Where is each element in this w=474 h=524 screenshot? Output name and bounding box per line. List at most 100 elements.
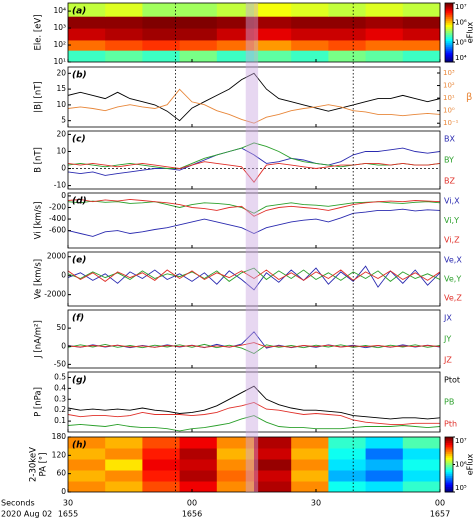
colorbar-step — [445, 3, 453, 6]
colorbar-frame — [444, 2, 454, 63]
plot-area — [68, 265, 440, 291]
heatmap-cell — [105, 16, 143, 29]
legend-entry: Ptot — [444, 376, 460, 385]
y-tick-label: 10³ — [53, 23, 66, 32]
heatmap-cell — [68, 16, 106, 29]
colorbar-step — [445, 482, 453, 486]
x-tick-label: 00 — [435, 499, 445, 508]
panel-frame — [67, 2, 441, 63]
legend-entry: BX — [444, 135, 455, 144]
heatmap-cell — [105, 50, 143, 62]
colorbar-step — [445, 490, 453, 493]
legend-entry: Pth — [444, 420, 457, 429]
colorbar-step — [445, 52, 453, 55]
plot-area — [68, 3, 440, 62]
colorbar-tick-label: 10⁷ — [455, 3, 467, 11]
series-line — [68, 72, 440, 122]
panel-label: (a) — [72, 7, 86, 17]
colorbar-step — [445, 453, 453, 456]
heatmap-cell — [142, 448, 181, 460]
heatmap-cell — [68, 437, 106, 449]
panel-frame — [67, 130, 441, 190]
heatmap-cell — [328, 459, 367, 471]
heatmap-cell — [291, 39, 329, 51]
heatmap-cell — [328, 39, 367, 51]
colorbar-step — [445, 14, 453, 18]
y-tick-label: 20 — [56, 129, 66, 138]
y-tick-label: -200 — [49, 202, 66, 211]
y-axis-label: Ele. [eV] — [34, 14, 44, 50]
heatmap-cell — [328, 481, 367, 492]
panel-label: (h) — [72, 441, 87, 451]
y-tick-label: -10 — [54, 181, 66, 190]
y-tick-label: 0.1 — [54, 416, 66, 425]
colorbar-step — [445, 58, 453, 61]
heatmap-cell — [142, 481, 181, 492]
series-line — [68, 208, 440, 237]
colorbar-step — [445, 475, 453, 478]
heatmap-cell — [216, 50, 255, 62]
series-line — [68, 415, 440, 432]
y-tick-label: -600 — [49, 226, 66, 235]
y-tick-label: 10⁴ — [53, 6, 66, 15]
colorbar-label: eFlux — [466, 21, 474, 43]
heatmap-cell — [365, 481, 404, 492]
heatmap-cell — [179, 459, 218, 471]
y-axis-label: J [nA/m²] — [34, 320, 44, 359]
y-axis-label: B [nT] — [34, 147, 44, 173]
heatmap-cell — [402, 470, 440, 482]
y-axis-label: |B| [nT] — [34, 81, 44, 112]
heatmap-cell — [68, 50, 106, 62]
colorbar-tick-label: 10⁵ — [455, 484, 467, 492]
heatmap-cell — [179, 50, 218, 62]
series-line — [68, 142, 440, 169]
y-tick-label: 60 — [56, 469, 66, 478]
heatmap-cell — [254, 481, 292, 492]
y-axis-label: P [nPa] — [34, 387, 44, 417]
colorbar-step — [445, 26, 453, 30]
heatmap-cell — [402, 448, 440, 460]
legend-entry: JX — [443, 314, 452, 323]
x-axis-label: Seconds — [1, 499, 35, 508]
y-axis-label: 2-30keV — [29, 447, 39, 482]
panel-label: (d) — [72, 197, 87, 207]
plot-area — [68, 198, 440, 237]
heatmap-cell — [365, 437, 404, 449]
y2-tick-label: 10⁰ — [443, 107, 455, 115]
x-tick-sublabel: 1656 — [182, 510, 202, 519]
legend-entry: PB — [444, 398, 454, 407]
y-tick-label: 0.2 — [54, 405, 66, 414]
heatmap-cell — [328, 3, 367, 17]
y2-tick-label: 10⁻¹ — [443, 119, 459, 127]
heatmap-cell — [105, 481, 143, 492]
heatmap-cell — [328, 28, 367, 41]
heatmap-cell — [68, 470, 106, 482]
heatmap-cell — [365, 448, 404, 460]
colorbar-step — [445, 38, 453, 41]
y-axis-label: Ve [km/s] — [34, 259, 44, 299]
x-tick-label: 30 — [311, 499, 321, 508]
series-line — [68, 198, 440, 217]
legend-entry: BY — [444, 156, 454, 165]
colorbar-step — [445, 438, 453, 442]
colorbar-step — [445, 30, 453, 33]
heatmap-cell — [254, 470, 292, 482]
heatmap-cell — [216, 448, 255, 460]
heatmap-cell — [216, 459, 255, 471]
y2-tick-label: 10³ — [443, 69, 455, 77]
colorbar-step — [445, 470, 453, 473]
heatmap-cell — [142, 3, 181, 17]
colorbar-step — [445, 54, 453, 57]
y-tick-label: 10² — [53, 40, 66, 49]
colorbar-step — [445, 457, 453, 460]
heatmap-cell — [254, 28, 292, 41]
y-tick-label: -2000 — [44, 290, 66, 299]
colorbar-step — [445, 459, 453, 462]
y-tick-label: 120 — [52, 450, 67, 459]
colorbar-tick-label: 10⁶ — [455, 461, 467, 469]
colorbar-step — [445, 440, 453, 443]
heatmap-cell — [402, 437, 440, 449]
heatmap-cell — [179, 39, 218, 51]
legend-entry: Ve,Y — [444, 275, 461, 284]
colorbar-label: eFlux — [466, 453, 474, 475]
